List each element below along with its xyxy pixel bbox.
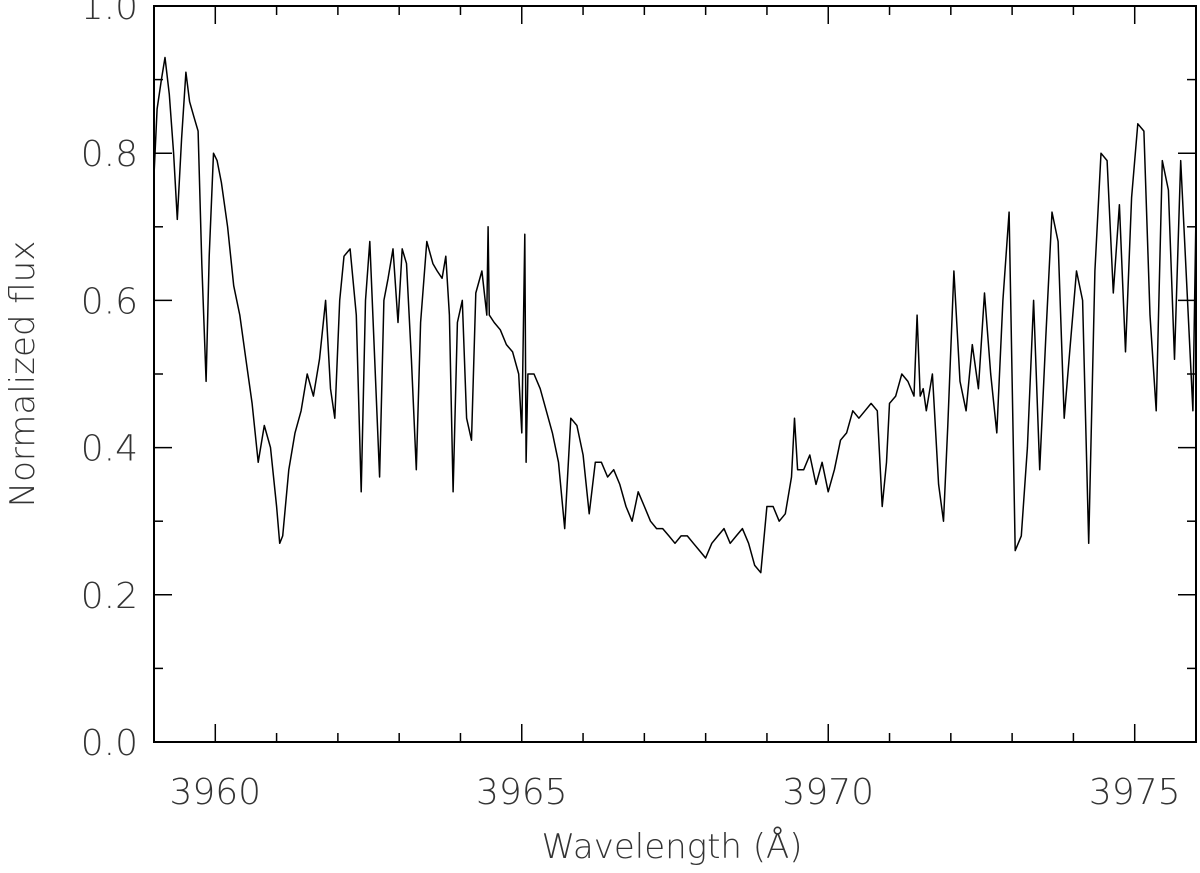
y-tick-label: 1.0 [81, 0, 138, 28]
y-tick-labels: 0.0 0.2 0.4 0.6 0.8 1.0 [81, 0, 138, 764]
spectrum-line [153, 56, 1197, 574]
x-tick-label: 3970 [782, 772, 874, 813]
y-tick-label: 0.2 [81, 576, 138, 617]
plot-frame [153, 5, 1197, 743]
x-tick-label: 3960 [169, 772, 261, 813]
y-axis-title: Normalized flux [3, 241, 43, 508]
x-tick-label: 3975 [1089, 772, 1181, 813]
y-tick-label: 0.4 [81, 429, 138, 470]
x-axis [214, 6, 1197, 742]
x-tick-labels: 3960 3965 3970 3975 [169, 772, 1180, 813]
y-tick-label: 0.6 [81, 281, 138, 322]
y-axis [154, 5, 1196, 743]
x-tick-label: 3965 [476, 772, 568, 813]
x-axis-title: Wavelength (Å) [541, 827, 802, 867]
y-tick-label: 0.0 [81, 723, 138, 764]
y-tick-label: 0.8 [81, 134, 138, 175]
